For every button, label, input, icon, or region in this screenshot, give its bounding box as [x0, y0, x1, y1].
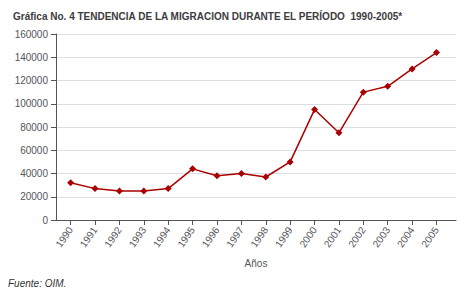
svg-text:2001: 2001 [322, 224, 344, 249]
svg-text:Fuente: OIM.: Fuente: OIM. [8, 278, 66, 289]
svg-text:1993: 1993 [127, 224, 149, 249]
svg-text:Años: Años [245, 258, 268, 269]
svg-text:1999: 1999 [273, 224, 295, 249]
svg-text:20000: 20000 [20, 191, 48, 202]
svg-text:Gráfica No. 4 TENDENCIA DE LA: Gráfica No. 4 TENDENCIA DE LA MIGRACION … [13, 10, 402, 22]
svg-text:1997: 1997 [224, 224, 246, 249]
svg-text:160000: 160000 [15, 29, 49, 40]
svg-text:80000: 80000 [20, 122, 48, 133]
svg-text:0: 0 [42, 215, 48, 226]
svg-text:60000: 60000 [20, 145, 48, 156]
svg-text:2005: 2005 [419, 224, 441, 249]
svg-text:1998: 1998 [248, 224, 270, 249]
svg-text:1992: 1992 [102, 224, 124, 249]
svg-text:100000: 100000 [15, 98, 49, 109]
svg-text:1995: 1995 [175, 224, 197, 249]
svg-text:140000: 140000 [15, 52, 49, 63]
svg-text:2002: 2002 [346, 224, 368, 249]
svg-text:1994: 1994 [151, 224, 173, 249]
svg-text:40000: 40000 [20, 168, 48, 179]
svg-text:1991: 1991 [78, 224, 100, 249]
svg-text:120000: 120000 [15, 75, 49, 86]
svg-text:2003: 2003 [370, 224, 392, 249]
svg-text:1990: 1990 [53, 224, 75, 249]
svg-text:2000: 2000 [297, 224, 319, 249]
svg-text:1996: 1996 [200, 224, 222, 249]
svg-text:2004: 2004 [395, 224, 417, 249]
